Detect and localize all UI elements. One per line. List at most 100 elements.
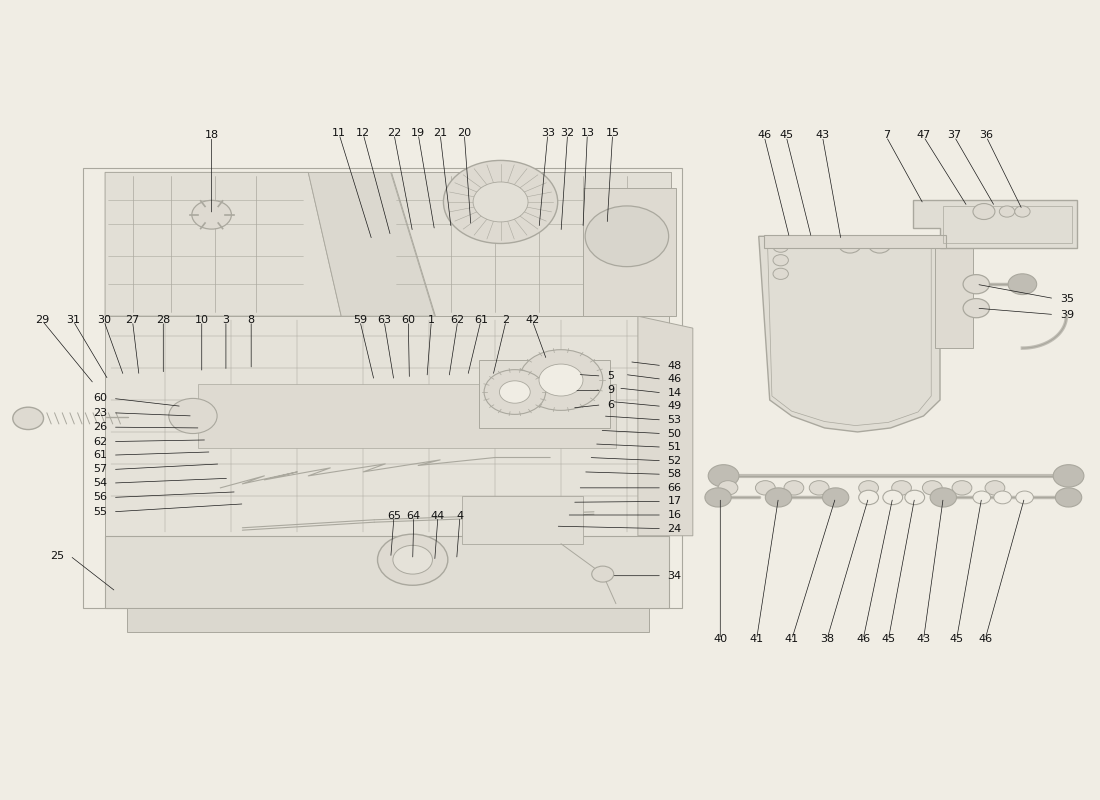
- Circle shape: [1053, 465, 1084, 487]
- Circle shape: [883, 490, 903, 505]
- Text: 3: 3: [222, 315, 230, 325]
- Text: 26: 26: [94, 422, 108, 432]
- Text: 11: 11: [332, 128, 346, 138]
- Text: 4: 4: [456, 510, 463, 521]
- Circle shape: [708, 465, 739, 487]
- Polygon shape: [583, 188, 676, 316]
- Text: 20: 20: [458, 128, 472, 138]
- Text: 52: 52: [668, 456, 682, 466]
- Polygon shape: [935, 240, 974, 348]
- Text: 51: 51: [668, 442, 682, 452]
- Polygon shape: [106, 536, 669, 608]
- Text: 16: 16: [668, 510, 682, 520]
- Text: 45: 45: [779, 130, 793, 141]
- Text: 60: 60: [402, 315, 416, 325]
- Text: 50: 50: [668, 429, 682, 438]
- Text: 38: 38: [820, 634, 834, 643]
- Polygon shape: [759, 236, 940, 432]
- Text: 33: 33: [541, 128, 554, 138]
- Text: 32: 32: [561, 128, 574, 138]
- Text: 61: 61: [474, 315, 487, 325]
- Text: 62: 62: [94, 437, 108, 446]
- Text: 47: 47: [916, 130, 931, 141]
- Text: 64: 64: [407, 510, 421, 521]
- Circle shape: [859, 481, 879, 495]
- Polygon shape: [390, 172, 671, 316]
- Circle shape: [191, 200, 231, 229]
- Circle shape: [585, 206, 669, 266]
- Text: 48: 48: [668, 361, 682, 370]
- Circle shape: [773, 254, 789, 266]
- Text: 5: 5: [607, 371, 614, 381]
- Text: 34: 34: [668, 570, 682, 581]
- Text: 15: 15: [606, 128, 619, 138]
- Text: 43: 43: [916, 634, 931, 643]
- Text: 22: 22: [387, 128, 402, 138]
- Text: 54: 54: [94, 478, 108, 488]
- Circle shape: [905, 490, 925, 505]
- Circle shape: [766, 488, 792, 507]
- Text: 46: 46: [757, 130, 771, 141]
- Text: 59: 59: [353, 315, 367, 325]
- Circle shape: [784, 481, 804, 495]
- Text: 31: 31: [66, 315, 80, 325]
- Text: 8: 8: [248, 315, 255, 325]
- Text: 46: 46: [668, 374, 682, 384]
- Text: 37: 37: [947, 130, 961, 141]
- Circle shape: [999, 206, 1014, 217]
- Circle shape: [810, 481, 829, 495]
- Circle shape: [931, 488, 957, 507]
- Text: 28: 28: [156, 315, 170, 325]
- Text: 65: 65: [387, 510, 402, 521]
- Circle shape: [974, 203, 994, 219]
- Polygon shape: [308, 172, 435, 316]
- Text: 41: 41: [749, 634, 763, 643]
- Polygon shape: [198, 384, 616, 448]
- Circle shape: [773, 268, 789, 279]
- Circle shape: [499, 381, 530, 403]
- Circle shape: [923, 481, 943, 495]
- Circle shape: [986, 481, 1004, 495]
- Circle shape: [1055, 488, 1081, 507]
- Text: 1: 1: [428, 315, 435, 325]
- Text: 9: 9: [607, 386, 614, 395]
- Text: 29: 29: [35, 315, 50, 325]
- Circle shape: [953, 481, 972, 495]
- Text: 17: 17: [668, 497, 682, 506]
- Text: 43: 43: [815, 130, 829, 141]
- Text: 10: 10: [195, 315, 209, 325]
- Text: 7: 7: [882, 130, 890, 141]
- Text: 62: 62: [451, 315, 465, 325]
- Circle shape: [1015, 491, 1033, 504]
- Text: 58: 58: [668, 470, 682, 479]
- Text: 27: 27: [125, 315, 140, 325]
- Circle shape: [519, 350, 603, 410]
- Text: 12: 12: [356, 128, 371, 138]
- Text: 41: 41: [784, 634, 799, 643]
- Circle shape: [823, 488, 849, 507]
- Text: 53: 53: [668, 415, 682, 425]
- Text: 56: 56: [94, 493, 108, 502]
- Circle shape: [13, 407, 44, 430]
- Text: 40: 40: [713, 634, 727, 643]
- Text: 45: 45: [949, 634, 964, 643]
- Text: 23: 23: [94, 408, 108, 418]
- Circle shape: [393, 546, 432, 574]
- Text: 66: 66: [668, 483, 682, 493]
- Circle shape: [592, 566, 614, 582]
- Polygon shape: [106, 172, 341, 316]
- Text: 14: 14: [668, 388, 682, 398]
- Text: 61: 61: [94, 450, 108, 460]
- Polygon shape: [638, 316, 693, 536]
- Text: 36: 36: [979, 130, 993, 141]
- Polygon shape: [462, 496, 583, 544]
- Circle shape: [993, 491, 1011, 504]
- Text: 6: 6: [607, 400, 614, 410]
- Text: 63: 63: [377, 315, 392, 325]
- Text: 19: 19: [411, 128, 426, 138]
- Polygon shape: [764, 234, 946, 248]
- Circle shape: [718, 481, 738, 495]
- Text: 18: 18: [205, 130, 219, 141]
- Circle shape: [539, 364, 583, 396]
- Circle shape: [705, 488, 732, 507]
